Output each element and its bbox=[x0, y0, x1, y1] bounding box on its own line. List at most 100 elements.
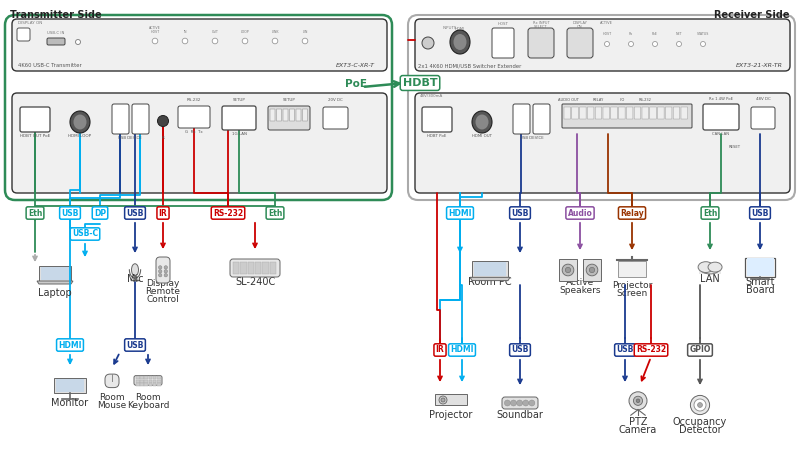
Text: Active: Active bbox=[566, 278, 594, 287]
FancyBboxPatch shape bbox=[47, 38, 65, 45]
Bar bbox=[248, 262, 254, 274]
Bar bbox=[699, 269, 722, 275]
FancyBboxPatch shape bbox=[12, 19, 387, 71]
Circle shape bbox=[242, 38, 248, 44]
Text: USB DEVICE: USB DEVICE bbox=[118, 136, 142, 140]
Bar bbox=[240, 262, 246, 274]
FancyBboxPatch shape bbox=[492, 28, 514, 58]
Ellipse shape bbox=[74, 115, 86, 130]
Circle shape bbox=[629, 42, 634, 47]
FancyBboxPatch shape bbox=[415, 93, 790, 193]
Text: 48V DC: 48V DC bbox=[756, 97, 770, 101]
FancyBboxPatch shape bbox=[572, 107, 578, 119]
Text: USB-C IN: USB-C IN bbox=[47, 31, 64, 35]
Text: LINK: LINK bbox=[271, 30, 278, 34]
FancyBboxPatch shape bbox=[20, 107, 50, 132]
Circle shape bbox=[510, 400, 517, 406]
Ellipse shape bbox=[70, 111, 90, 133]
Text: PTZ: PTZ bbox=[629, 417, 647, 427]
Circle shape bbox=[653, 42, 658, 47]
Text: INPUTS: INPUTS bbox=[443, 26, 457, 30]
Bar bbox=[435, 394, 467, 405]
Ellipse shape bbox=[698, 403, 702, 407]
Text: USB: USB bbox=[62, 208, 78, 217]
FancyBboxPatch shape bbox=[134, 376, 162, 385]
Bar bbox=[157, 380, 161, 383]
Ellipse shape bbox=[690, 395, 710, 414]
FancyBboxPatch shape bbox=[674, 107, 680, 119]
FancyBboxPatch shape bbox=[277, 109, 282, 121]
Ellipse shape bbox=[586, 264, 598, 276]
FancyBboxPatch shape bbox=[296, 109, 301, 121]
Text: PoE: PoE bbox=[652, 32, 658, 36]
Circle shape bbox=[212, 38, 218, 44]
FancyBboxPatch shape bbox=[751, 107, 775, 129]
FancyBboxPatch shape bbox=[642, 107, 649, 119]
Text: Eth: Eth bbox=[268, 208, 282, 217]
Text: ACTIVE
HOST: ACTIVE HOST bbox=[149, 26, 161, 34]
FancyBboxPatch shape bbox=[564, 107, 570, 119]
Text: Mouse: Mouse bbox=[98, 401, 126, 410]
Circle shape bbox=[522, 400, 529, 406]
Bar bbox=[262, 262, 269, 274]
FancyBboxPatch shape bbox=[270, 109, 275, 121]
FancyBboxPatch shape bbox=[666, 107, 672, 119]
Bar bbox=[255, 262, 262, 274]
Text: LIN: LIN bbox=[302, 30, 308, 34]
Polygon shape bbox=[37, 281, 73, 284]
FancyBboxPatch shape bbox=[268, 106, 310, 130]
Text: GPIO: GPIO bbox=[690, 346, 710, 355]
Text: RS-232: RS-232 bbox=[638, 98, 651, 102]
Text: USB: USB bbox=[511, 346, 529, 355]
Polygon shape bbox=[470, 277, 510, 280]
Text: IR: IR bbox=[436, 346, 444, 355]
FancyBboxPatch shape bbox=[17, 28, 30, 41]
FancyBboxPatch shape bbox=[323, 107, 348, 129]
Bar bbox=[745, 258, 775, 277]
Text: HDBT: HDBT bbox=[402, 78, 438, 88]
Bar bbox=[136, 380, 139, 383]
Ellipse shape bbox=[475, 115, 489, 130]
Text: Laptop: Laptop bbox=[38, 288, 72, 298]
Polygon shape bbox=[39, 266, 71, 281]
Text: SELECT: SELECT bbox=[534, 25, 548, 29]
FancyBboxPatch shape bbox=[603, 107, 610, 119]
FancyBboxPatch shape bbox=[156, 257, 170, 283]
Bar bbox=[56, 379, 84, 392]
Text: EXT3-21-XR-TR: EXT3-21-XR-TR bbox=[736, 63, 783, 68]
Text: Room: Room bbox=[135, 393, 161, 402]
Text: IR: IR bbox=[161, 136, 165, 140]
Bar bbox=[54, 378, 86, 393]
Text: 48V/300mA: 48V/300mA bbox=[420, 94, 443, 98]
Text: IN: IN bbox=[183, 30, 186, 34]
Ellipse shape bbox=[454, 34, 466, 50]
Bar bbox=[145, 380, 148, 383]
Circle shape bbox=[302, 38, 308, 44]
Text: HOST: HOST bbox=[498, 22, 509, 26]
Ellipse shape bbox=[450, 30, 470, 54]
Text: Room PC: Room PC bbox=[468, 277, 512, 287]
Bar bbox=[136, 376, 139, 380]
FancyBboxPatch shape bbox=[230, 259, 280, 277]
Bar bbox=[618, 261, 646, 277]
Polygon shape bbox=[474, 262, 506, 276]
Bar bbox=[149, 380, 152, 383]
Circle shape bbox=[164, 274, 167, 277]
Ellipse shape bbox=[634, 396, 642, 405]
Text: Rx INPUT: Rx INPUT bbox=[533, 21, 550, 25]
Text: PoE: PoE bbox=[345, 79, 367, 89]
Text: Audio: Audio bbox=[567, 208, 593, 217]
Text: OUT: OUT bbox=[211, 30, 218, 34]
Text: 2x1 4K60 HDMI/USB Switcher Extender: 2x1 4K60 HDMI/USB Switcher Extender bbox=[418, 63, 522, 68]
Bar bbox=[153, 380, 156, 383]
Text: Rx 1.4W PoE: Rx 1.4W PoE bbox=[709, 97, 733, 101]
Circle shape bbox=[158, 274, 162, 277]
Text: G  Rx  Tx: G Rx Tx bbox=[185, 130, 203, 134]
Text: I/O: I/O bbox=[619, 98, 625, 102]
Text: RS-232: RS-232 bbox=[213, 208, 243, 217]
Bar bbox=[583, 259, 601, 281]
Ellipse shape bbox=[590, 267, 594, 273]
Ellipse shape bbox=[472, 111, 492, 133]
Text: HDMI: HDMI bbox=[455, 27, 465, 31]
Text: ON: ON bbox=[577, 25, 583, 29]
